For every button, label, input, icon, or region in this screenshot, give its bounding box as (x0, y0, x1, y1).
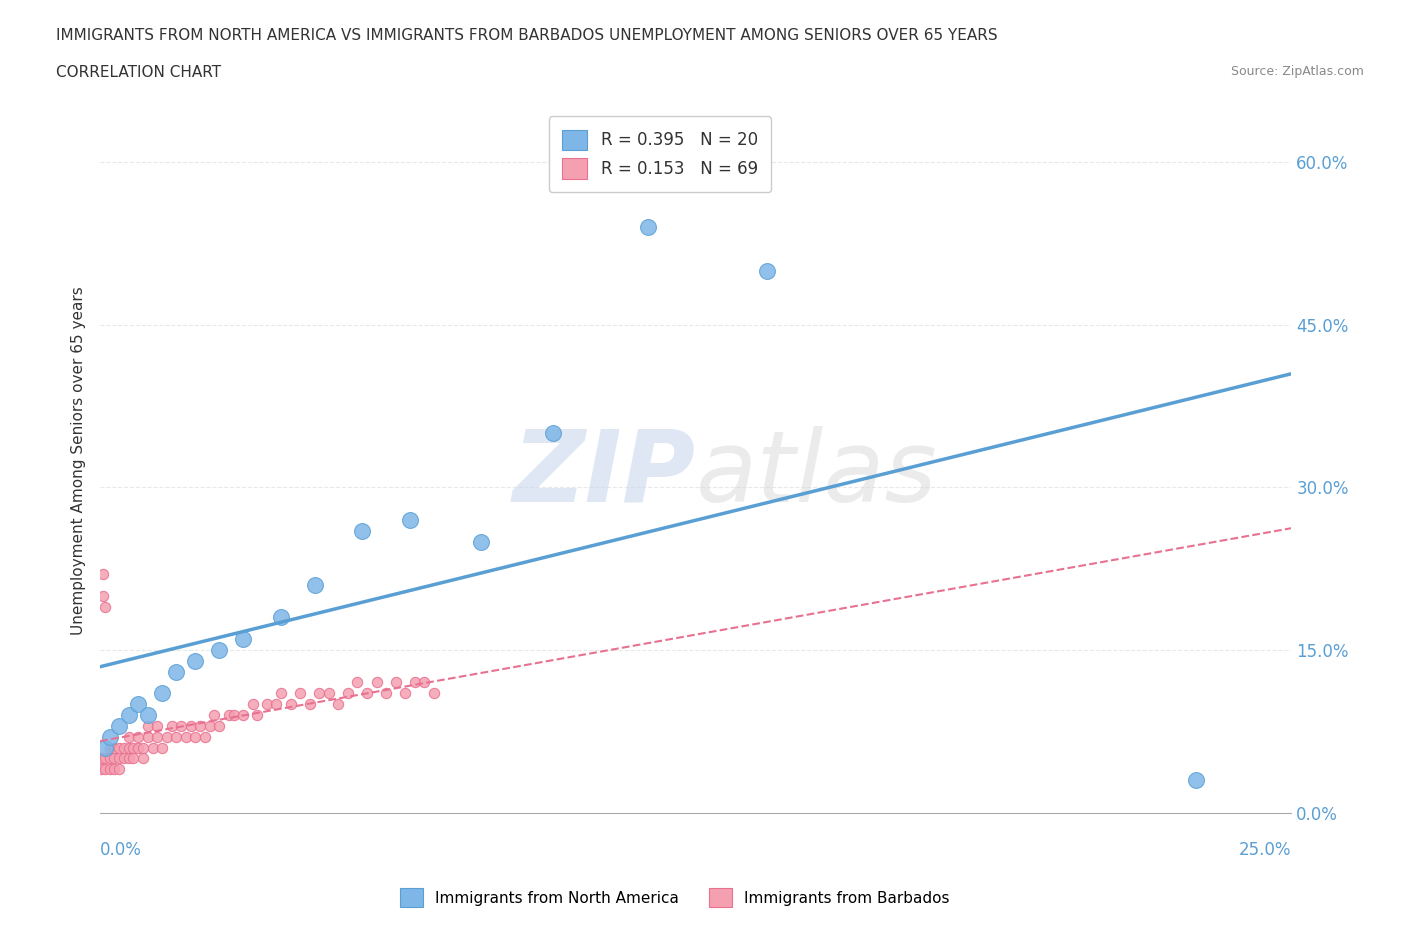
Point (150, 686, 173, 701)
Point (108, 762, 131, 777)
Text: atlas: atlas (696, 426, 938, 523)
Point (98, 740, 121, 755)
Point (384, 675, 406, 690)
Text: 25.0%: 25.0% (1239, 841, 1292, 858)
Point (132, 740, 155, 755)
Point (165, 664, 187, 679)
Point (103, 751, 125, 765)
Point (150, 740, 173, 755)
Point (222, 708, 245, 723)
Point (122, 751, 145, 765)
Point (194, 729, 217, 744)
Point (127, 729, 149, 744)
Text: ZIP: ZIP (513, 426, 696, 523)
Point (208, 718, 231, 733)
Point (198, 718, 221, 733)
Point (280, 697, 302, 711)
Point (304, 578, 326, 592)
Point (118, 740, 141, 755)
Point (136, 718, 159, 733)
Text: CORRELATION CHART: CORRELATION CHART (56, 65, 221, 80)
Point (375, 686, 398, 701)
Point (118, 751, 141, 765)
Point (90, 762, 112, 777)
Point (98, 751, 121, 765)
Point (98, 729, 121, 744)
Point (399, 512, 422, 527)
Point (346, 675, 368, 690)
Point (290, 686, 312, 701)
Legend: Immigrants from North America, Immigrants from Barbados: Immigrants from North America, Immigrant… (394, 883, 956, 913)
Point (127, 697, 149, 711)
Point (308, 686, 330, 701)
Point (318, 686, 340, 701)
Point (156, 729, 179, 744)
Point (242, 697, 264, 711)
Text: Source: ZipAtlas.com: Source: ZipAtlas.com (1230, 65, 1364, 78)
Point (246, 708, 269, 723)
Point (103, 740, 125, 755)
Point (204, 708, 226, 723)
Point (756, 263, 779, 278)
Point (108, 718, 131, 733)
Point (232, 631, 254, 646)
Text: IMMIGRANTS FROM NORTH AMERICA VS IMMIGRANTS FROM BARBADOS UNEMPLOYMENT AMONG SEN: IMMIGRANTS FROM NORTH AMERICA VS IMMIGRA… (56, 28, 998, 43)
Point (136, 708, 159, 723)
Point (127, 740, 149, 755)
Point (232, 708, 254, 723)
Point (94, 740, 117, 755)
Point (541, 426, 564, 441)
Point (404, 675, 426, 690)
Point (270, 610, 292, 625)
Point (160, 718, 183, 733)
Point (93, 589, 115, 604)
Point (208, 643, 231, 658)
Text: 0.0%: 0.0% (100, 841, 142, 858)
Point (108, 751, 131, 765)
Legend: R = 0.395   N = 20, R = 0.153   N = 69: R = 0.395 N = 20, R = 0.153 N = 69 (548, 116, 770, 192)
Point (132, 751, 155, 765)
Point (298, 697, 321, 711)
Point (180, 718, 202, 733)
Point (366, 675, 388, 690)
Point (336, 686, 359, 701)
Point (94, 751, 117, 765)
Point (146, 729, 169, 744)
Point (184, 729, 207, 744)
Point (637, 219, 659, 234)
Point (94, 599, 117, 614)
Point (103, 762, 125, 777)
Point (188, 718, 211, 733)
Y-axis label: Unemployment Among Seniors over 65 years: Unemployment Among Seniors over 65 years (72, 286, 86, 634)
Point (108, 740, 131, 755)
Point (141, 740, 163, 755)
Point (218, 708, 240, 723)
Point (256, 697, 278, 711)
Point (266, 697, 288, 711)
Point (270, 686, 292, 701)
Point (413, 675, 436, 690)
Point (146, 718, 169, 733)
Point (184, 654, 207, 669)
Point (394, 686, 416, 701)
Point (356, 686, 378, 701)
Point (470, 534, 492, 549)
Point (174, 729, 197, 744)
Point (1185, 773, 1208, 788)
Point (136, 729, 159, 744)
Point (170, 718, 193, 733)
Point (91, 566, 114, 581)
Point (90, 751, 112, 765)
Point (122, 740, 145, 755)
Point (352, 524, 374, 538)
Point (98, 762, 121, 777)
Point (118, 729, 141, 744)
Point (422, 686, 444, 701)
Point (112, 751, 135, 765)
Point (328, 697, 350, 711)
Point (118, 708, 141, 723)
Point (165, 729, 187, 744)
Point (94, 762, 117, 777)
Point (112, 740, 135, 755)
